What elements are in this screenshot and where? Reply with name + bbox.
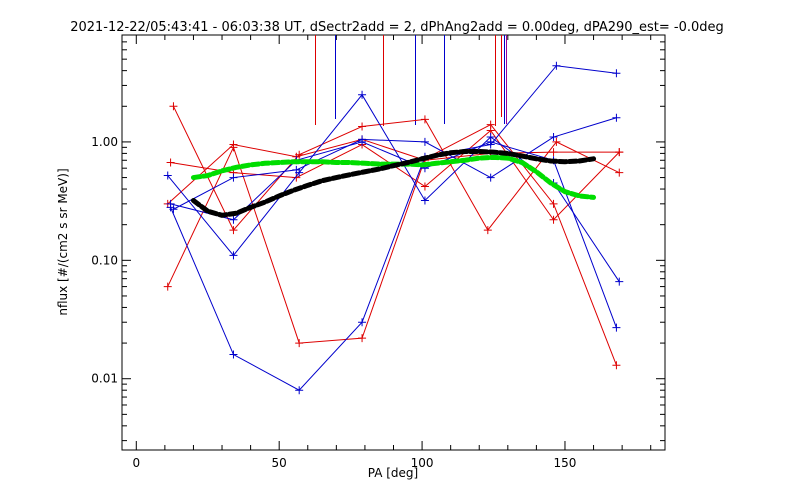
series-blue-point	[486, 173, 495, 182]
series-red-point	[615, 148, 624, 157]
series-red-point	[615, 168, 624, 177]
series-blue-point	[229, 350, 238, 359]
series-red-point	[552, 137, 561, 146]
x-axis-label: PA [deg]	[368, 466, 418, 480]
series-red-point	[295, 339, 304, 348]
series-blue-point	[420, 196, 429, 205]
y-axis-label: nflux [#/(cm2 s sr MeV)]	[56, 168, 70, 315]
series-red-point	[549, 148, 558, 157]
series-red-point	[166, 158, 175, 167]
series-red-point	[358, 334, 367, 343]
series-blue-point	[612, 113, 621, 122]
series-blue-point	[169, 205, 178, 214]
series-blue-point	[552, 61, 561, 70]
series-red-point	[612, 361, 621, 370]
series-layer	[163, 61, 624, 395]
series-blue-point	[549, 133, 558, 142]
y-tick-label: 0.10	[91, 253, 118, 267]
series-blue-point	[229, 215, 238, 224]
series-blue-point	[229, 251, 238, 260]
series-red-point	[292, 173, 301, 182]
series-red-point	[163, 282, 172, 291]
series-blue-point	[612, 323, 621, 332]
series-blue-point	[358, 137, 367, 146]
y-tick-label: 1.00	[91, 135, 118, 149]
series-red-point	[229, 140, 238, 149]
series-blue-point	[615, 277, 624, 286]
series-blue-line	[170, 141, 617, 328]
series-blue-point	[486, 137, 495, 146]
x-tick-label: 100	[411, 456, 434, 470]
series-red-point	[483, 226, 492, 235]
series-blue-point	[292, 165, 301, 174]
series-red-point	[549, 199, 558, 208]
x-tick-label: 0	[132, 456, 140, 470]
series-blue-point	[163, 171, 172, 180]
series-red-line	[172, 106, 620, 231]
plot-frame	[121, 34, 666, 451]
series-red-line	[167, 123, 617, 366]
x-tick-label: 50	[272, 456, 287, 470]
series-red-point	[229, 226, 238, 235]
series-red-point	[549, 215, 558, 224]
vertical-markers	[315, 35, 507, 126]
series-blue-point	[420, 137, 429, 146]
series-red-point	[420, 182, 429, 191]
series-blue-point	[229, 173, 238, 182]
series-red-point	[420, 115, 429, 124]
chart-title: 2021-12-22/05:43:41 - 06:03:38 UT, dSect…	[70, 20, 724, 35]
series-red-line	[170, 129, 620, 221]
series-red-point	[358, 122, 367, 131]
series-red-line	[167, 138, 620, 205]
series-blue-point	[166, 199, 175, 208]
series-blue-point	[358, 90, 367, 99]
axis-ticks: 0 50 100 150 0.01 0.10 1.00	[91, 34, 665, 470]
series-red-point	[169, 102, 178, 111]
y-tick-label: 0.01	[91, 372, 118, 386]
series-blue-point	[358, 318, 367, 327]
x-tick-label: 150	[554, 456, 577, 470]
series-blue-point	[295, 386, 304, 395]
series-blue-line	[173, 117, 617, 210]
series-black-average-line	[190, 149, 597, 218]
series-blue-point	[612, 69, 621, 78]
series-blue-line	[170, 65, 617, 391]
